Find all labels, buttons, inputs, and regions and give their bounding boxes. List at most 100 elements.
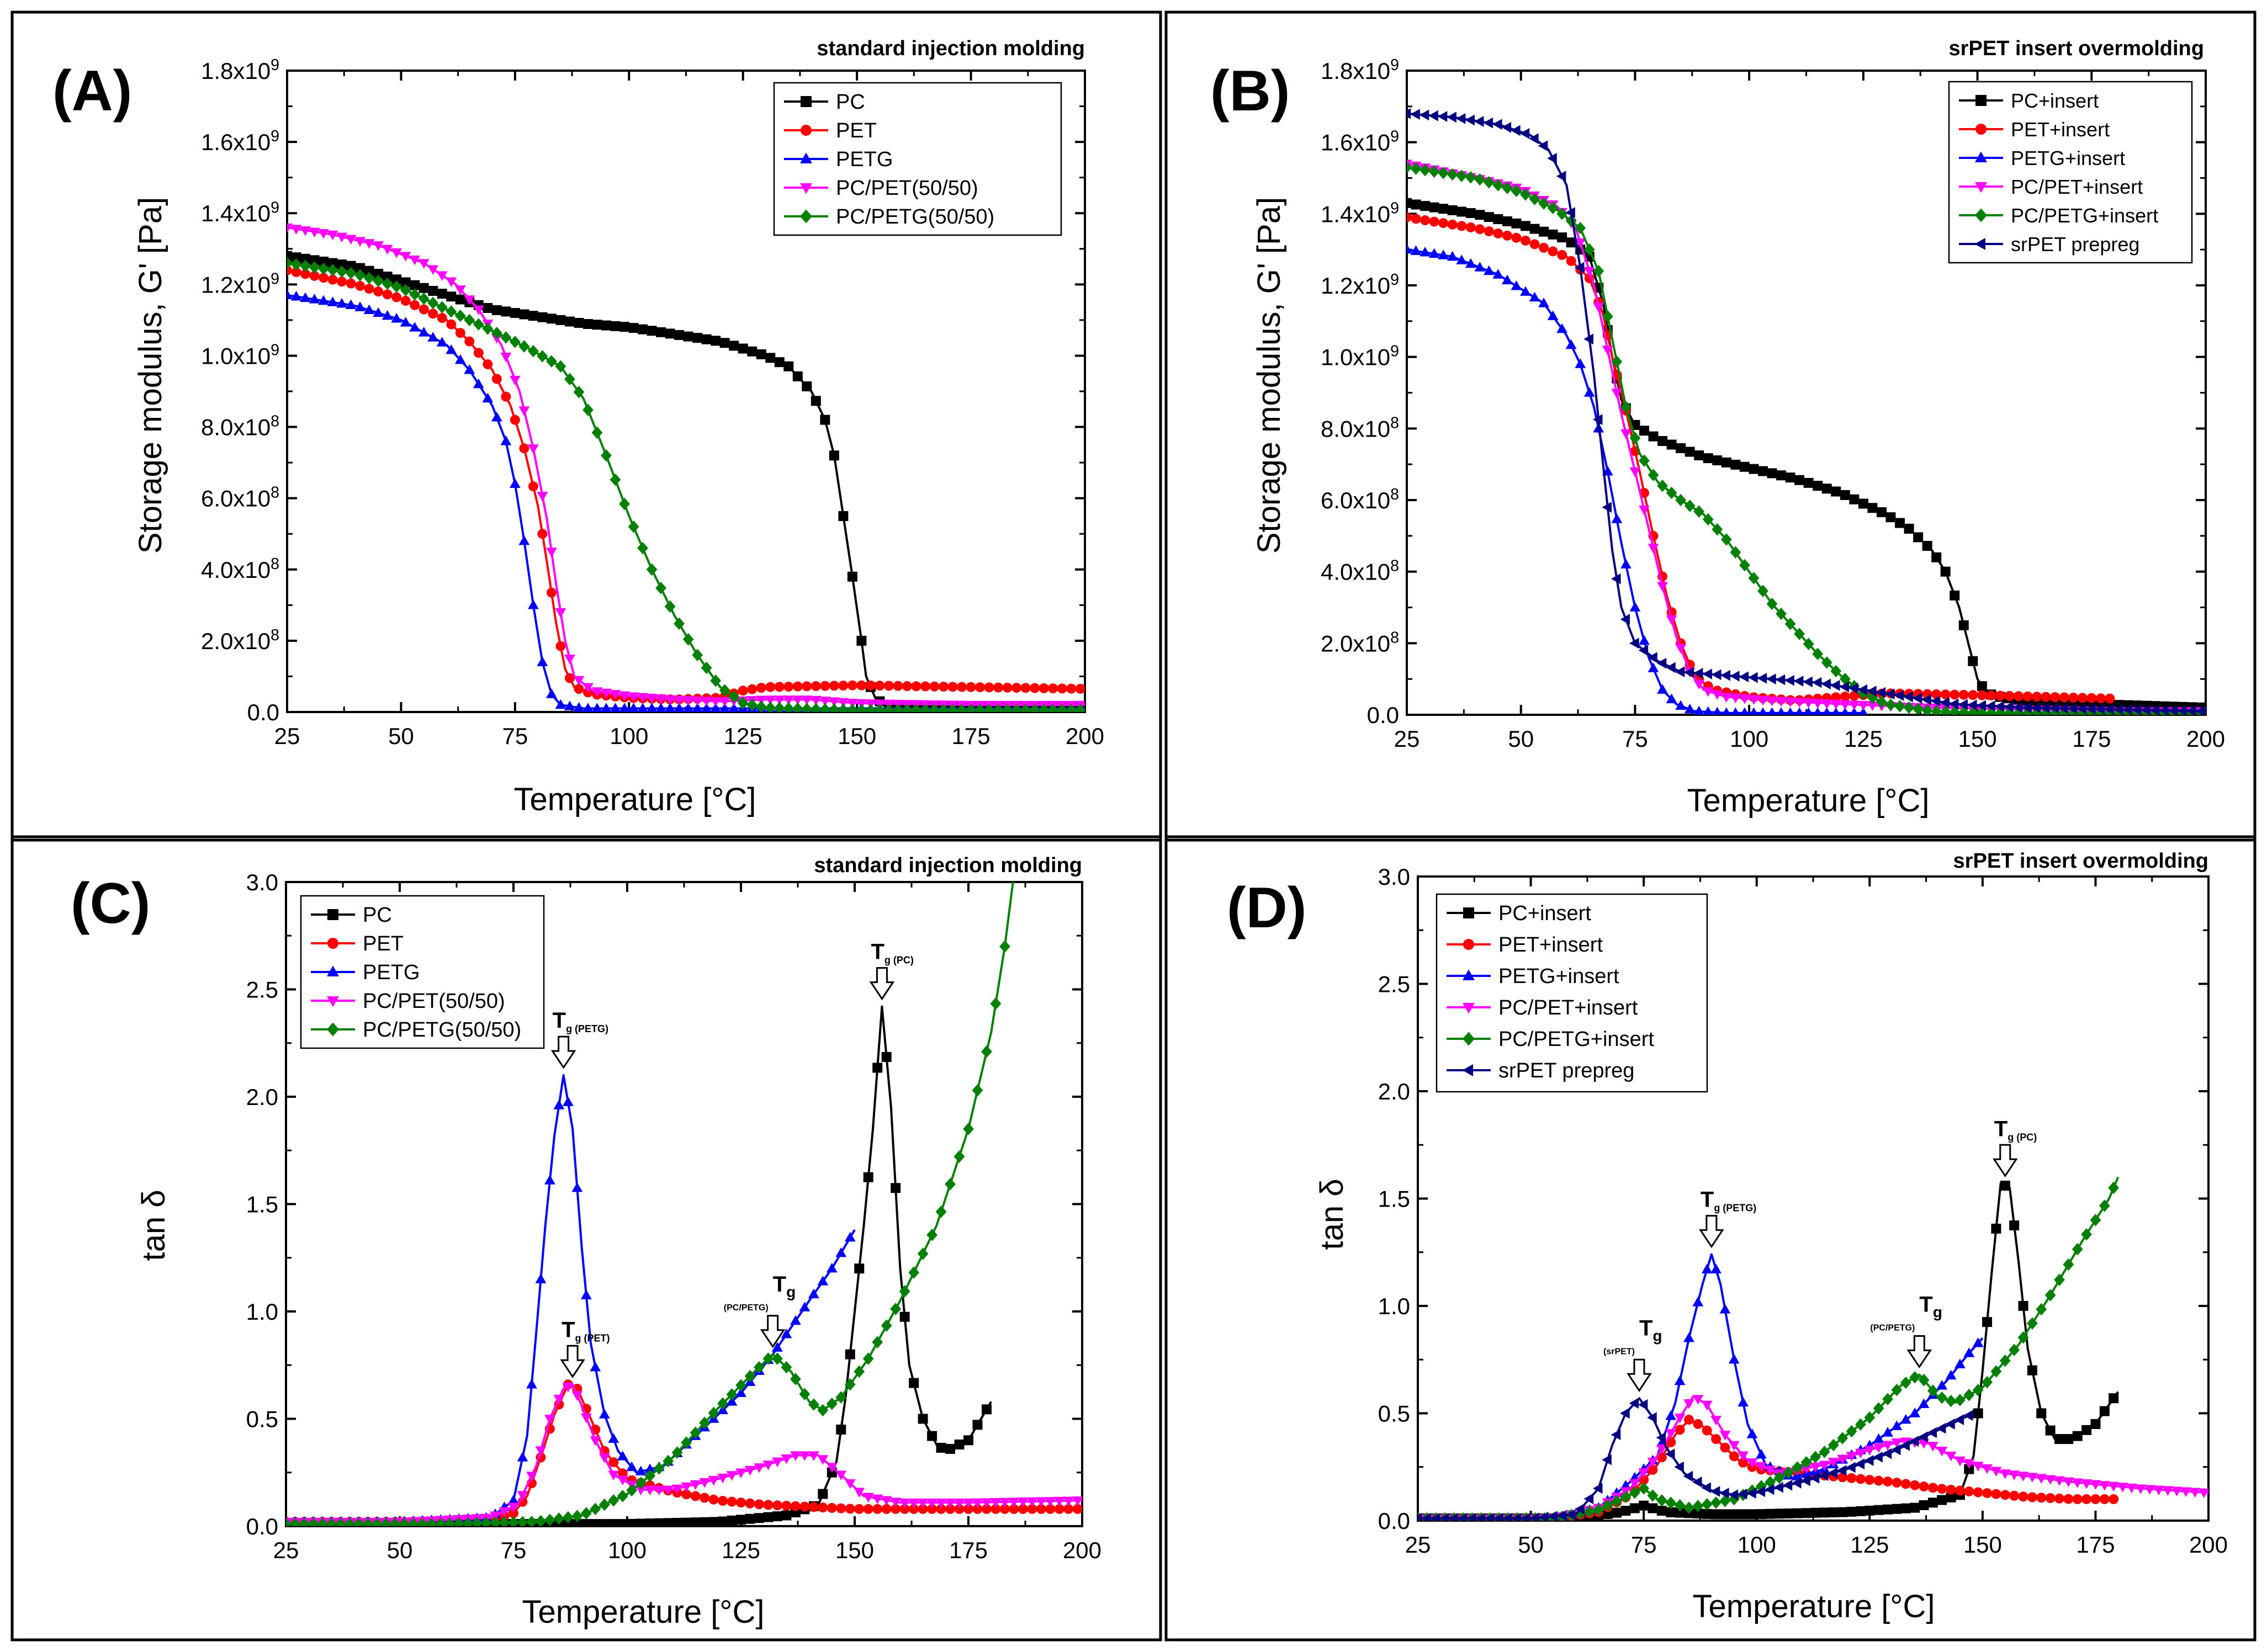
legend-marker: [1975, 208, 1987, 222]
data-point: [1045, 1504, 1056, 1514]
data-point: [1693, 505, 1705, 518]
data-point: [427, 265, 439, 275]
data-point: [1812, 699, 1824, 709]
data-point: [544, 1513, 555, 1526]
data-point: [373, 241, 384, 251]
data-point: [435, 1517, 447, 1526]
data-point: [765, 682, 776, 692]
data-point: [1002, 704, 1013, 712]
data-point: [808, 1502, 819, 1512]
data-point: [546, 314, 557, 324]
data-point: [1038, 704, 1050, 712]
data-point: [574, 318, 584, 328]
data-point: [562, 1511, 574, 1524]
data-point: [790, 1451, 801, 1461]
data-point: [963, 1435, 973, 1446]
down-arrow-icon: [1699, 1215, 1724, 1249]
data-point: [862, 1352, 874, 1365]
data-point: [1656, 1432, 1666, 1443]
data-point: [1407, 108, 1411, 119]
data-point: [781, 1328, 792, 1338]
data-point: [546, 548, 557, 557]
data-point: [835, 1391, 847, 1404]
data-point: [1492, 119, 1502, 130]
data-point: [719, 338, 730, 348]
data-point: [1882, 1448, 1892, 1459]
data-point: [1885, 688, 1895, 700]
data-point: [863, 1172, 873, 1182]
data-point: [710, 703, 721, 712]
data-point: [309, 261, 320, 274]
data-point: [582, 703, 594, 712]
data-point: [2063, 1477, 2074, 1488]
legend-marker: [1975, 124, 1987, 135]
data-point: [1710, 1496, 1722, 1509]
data-point: [573, 702, 585, 712]
data-point: [1876, 695, 1887, 708]
data-point: [1793, 676, 1804, 687]
legend-item: PC/PET+insert: [1447, 996, 1638, 1019]
data-point: [1063, 1496, 1074, 1507]
data-point: [2067, 703, 2078, 714]
data-point: [1794, 475, 1805, 485]
data-point: [553, 1394, 565, 1405]
x-axis-label: Temperature [°C]: [522, 1594, 764, 1630]
data-point: [500, 352, 512, 363]
data-point: [1629, 1486, 1640, 1499]
data-point: [909, 1504, 919, 1514]
data-point: [2109, 1494, 2119, 1505]
data-point: [1849, 494, 1860, 504]
data-point: [527, 599, 539, 609]
data-point: [1909, 1407, 1921, 1417]
data-point: [881, 1496, 892, 1506]
data-point: [382, 245, 393, 255]
data-point: [1846, 1473, 1857, 1483]
data-point: [1565, 1509, 1576, 1521]
data-point: [571, 1182, 583, 1192]
data-point: [1566, 237, 1576, 248]
data-point: [1955, 1394, 1966, 1406]
data-point: [1782, 1479, 1793, 1491]
data-point: [535, 1273, 547, 1283]
data-point: [510, 307, 520, 318]
data-point: [1026, 1497, 1038, 1507]
data-point: [428, 285, 438, 296]
data-point: [1011, 683, 1022, 693]
data-point: [1867, 701, 1878, 711]
legend-marker: [800, 152, 812, 163]
data-point: [718, 1496, 728, 1506]
data-point: [2077, 703, 2086, 715]
data-point: [1710, 1263, 1722, 1274]
data-point: [826, 1262, 838, 1273]
data-point: [772, 1511, 782, 1522]
data-point: [802, 681, 812, 692]
data-point: [1949, 705, 1961, 715]
data-point: [1936, 1447, 1948, 1457]
data-point: [1767, 707, 1777, 715]
data-point: [571, 1510, 583, 1522]
data-point: [2054, 1434, 2064, 1444]
data-point: [890, 1303, 902, 1315]
legend-label: PC/PETG+insert: [2011, 204, 2158, 227]
data-point: [1963, 1347, 1975, 1357]
data-point: [564, 700, 575, 710]
data-point: [1830, 679, 1840, 691]
data-point: [1995, 707, 2006, 715]
data-point: [528, 481, 538, 492]
data-point: [336, 265, 347, 278]
data-point: [1484, 226, 1494, 237]
data-point: [1511, 184, 1522, 198]
data-point: [1447, 111, 1456, 123]
data-point: [681, 1436, 692, 1449]
tg-annotation: Tg (PETG): [550, 1008, 608, 1069]
plot-area-b: 25 50 75 100 125 150 175 200 0.0 2.0x108 4.0x108 6.…: [1321, 56, 2225, 752]
data-point: [1447, 219, 1458, 230]
data-point: [1927, 1442, 1938, 1452]
data-point: [1967, 699, 1977, 711]
data-point: [745, 1513, 755, 1524]
data-point: [1955, 1358, 1966, 1369]
data-point: [1831, 486, 1841, 497]
data-point: [1990, 1365, 2002, 1378]
data-point: [683, 703, 694, 712]
x-tick-label: 100: [1738, 1532, 1776, 1558]
